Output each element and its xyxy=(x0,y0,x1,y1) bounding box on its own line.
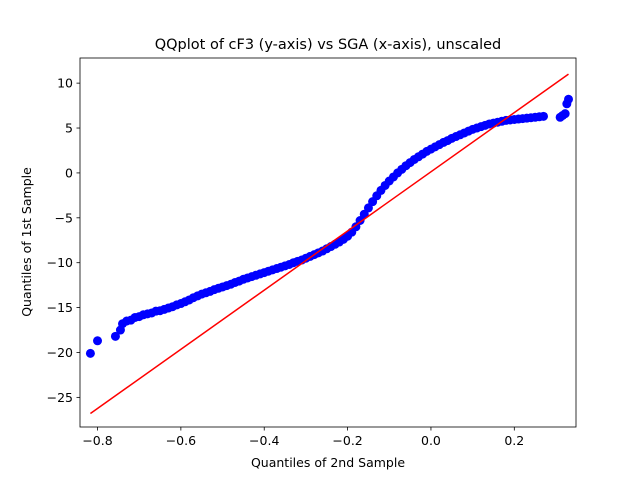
y-axis-ticks: −25 −20 −15 −10 −5 0 5 10 xyxy=(47,76,80,405)
y-tick-label: −15 xyxy=(47,300,73,315)
data-point xyxy=(110,331,120,341)
x-tick-label: −0.6 xyxy=(166,433,196,448)
x-axis-ticks: −0.8 −0.6 −0.4 −0.2 0.0 0.2 xyxy=(82,427,524,448)
y-tick-label: 10 xyxy=(57,76,73,91)
y-tick-label: 0 xyxy=(65,165,73,180)
data-point xyxy=(560,109,570,119)
y-tick-label: 5 xyxy=(65,121,73,136)
data-point xyxy=(85,348,95,358)
data-point xyxy=(564,94,573,104)
chart-title: QQplot of cF3 (y-axis) vs SGA (x-axis), … xyxy=(155,37,502,53)
data-point xyxy=(538,111,548,121)
x-tick-label: 0.0 xyxy=(421,433,441,448)
reference-line xyxy=(89,73,569,415)
y-tick-label: −25 xyxy=(47,390,73,405)
data-point xyxy=(93,336,103,346)
plot-area xyxy=(79,57,577,428)
x-axis-label: Quantiles of 2nd Sample xyxy=(251,455,405,470)
plot-frame xyxy=(79,57,577,428)
x-tick-label: −0.4 xyxy=(249,433,279,448)
y-axis-label: Quantiles of 1st Sample xyxy=(19,167,34,317)
x-tick-label: −0.8 xyxy=(82,433,112,448)
y-tick-label: −20 xyxy=(47,345,73,360)
y-tick-label: −10 xyxy=(47,255,73,270)
y-tick-label: −5 xyxy=(55,210,73,225)
x-tick-label: 0.2 xyxy=(504,433,524,448)
x-tick-label: −0.2 xyxy=(332,433,362,448)
